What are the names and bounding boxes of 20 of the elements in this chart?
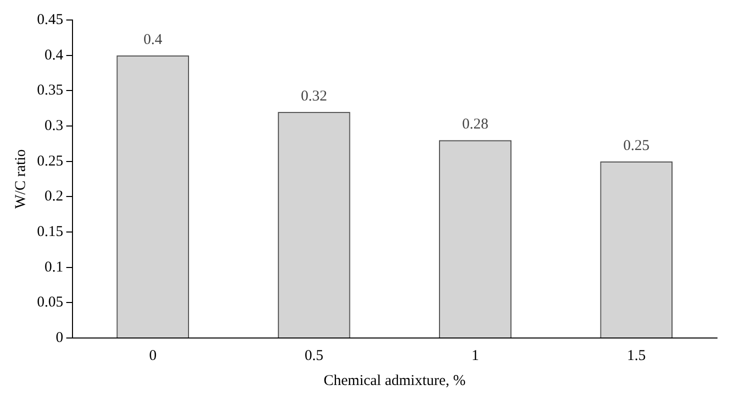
x-axis-title: Chemical admixture, % — [324, 372, 466, 389]
y-tick-label: 0.1 — [44, 259, 64, 276]
data-label: 0.32 — [300, 88, 328, 104]
y-tick-label: 0.45 — [37, 12, 64, 28]
y-tick-label: 0 — [56, 330, 64, 346]
x-tick-label: 0 — [149, 348, 157, 364]
y-tick-label: 0.2 — [44, 188, 64, 205]
y-tick-label: 0.3 — [44, 118, 64, 134]
y-axis-title: W/C ratio — [12, 149, 29, 209]
y-tick-label: 0.15 — [37, 224, 64, 240]
x-tick-label: 1 — [471, 348, 479, 364]
y-tick-label: 0.4 — [44, 47, 64, 64]
data-label: 0.25 — [623, 138, 650, 154]
data-label: 0.4 — [143, 32, 163, 48]
data-label: 0.28 — [462, 116, 488, 133]
y-tick-label: 0.25 — [37, 153, 64, 170]
y-tick-label: 0.05 — [37, 294, 64, 311]
y-tick-label: 0.35 — [37, 82, 64, 99]
x-tick-label: 0.5 — [304, 348, 324, 364]
x-tick-label: 1.5 — [627, 348, 646, 364]
